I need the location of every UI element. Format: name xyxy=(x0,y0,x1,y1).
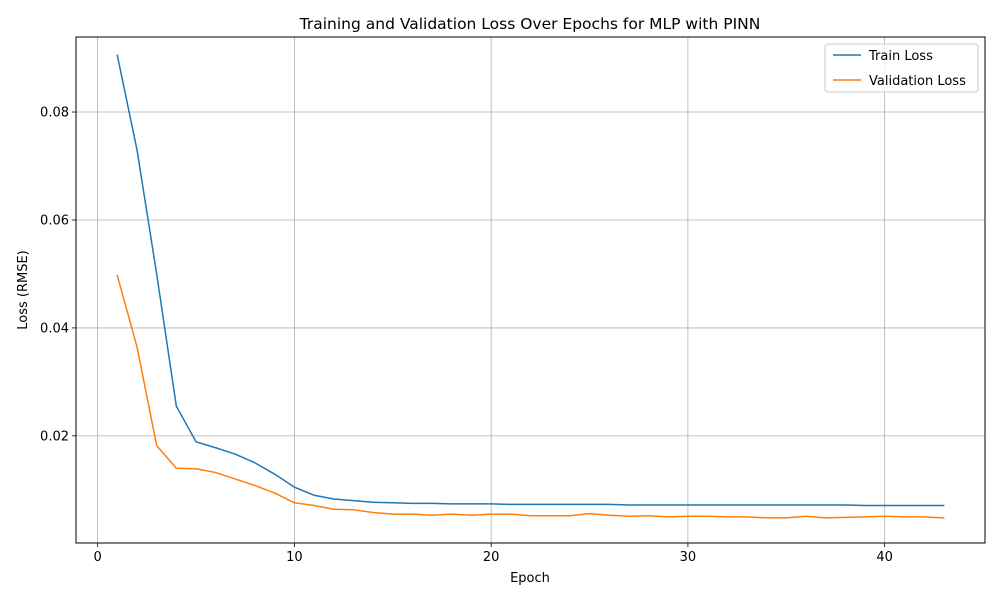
y-tick-label: 0.06 xyxy=(40,213,69,228)
x-axis-title: Epoch xyxy=(510,571,550,586)
y-tick-label: 0.04 xyxy=(40,321,69,336)
x-tick-label: 0 xyxy=(94,550,102,565)
y-axis-title: Loss (RMSE) xyxy=(16,250,31,330)
y-tick-label: 0.08 xyxy=(40,106,69,121)
axis-ticks: 0 10 20 30 40 0.02 0.04 0.06 0.08 xyxy=(40,106,893,565)
y-tick-label: 0.02 xyxy=(40,429,69,444)
chart-title: Training and Validation Loss Over Epochs… xyxy=(299,15,761,33)
x-tick-label: 20 xyxy=(483,550,500,565)
series-layer xyxy=(116,54,945,519)
x-tick-label: 30 xyxy=(680,550,697,565)
x-tick-label: 40 xyxy=(876,550,893,565)
validation-loss-line xyxy=(116,274,945,519)
legend-box xyxy=(824,43,979,93)
legend-label-validation: Validation Loss xyxy=(869,74,966,89)
x-tick-label: 10 xyxy=(286,550,303,565)
plot-frame xyxy=(75,36,986,544)
train-loss-line xyxy=(116,54,945,507)
grid xyxy=(76,37,985,543)
legend: Train Loss Validation Loss xyxy=(824,43,979,93)
legend-label-train: Train Loss xyxy=(868,49,933,64)
